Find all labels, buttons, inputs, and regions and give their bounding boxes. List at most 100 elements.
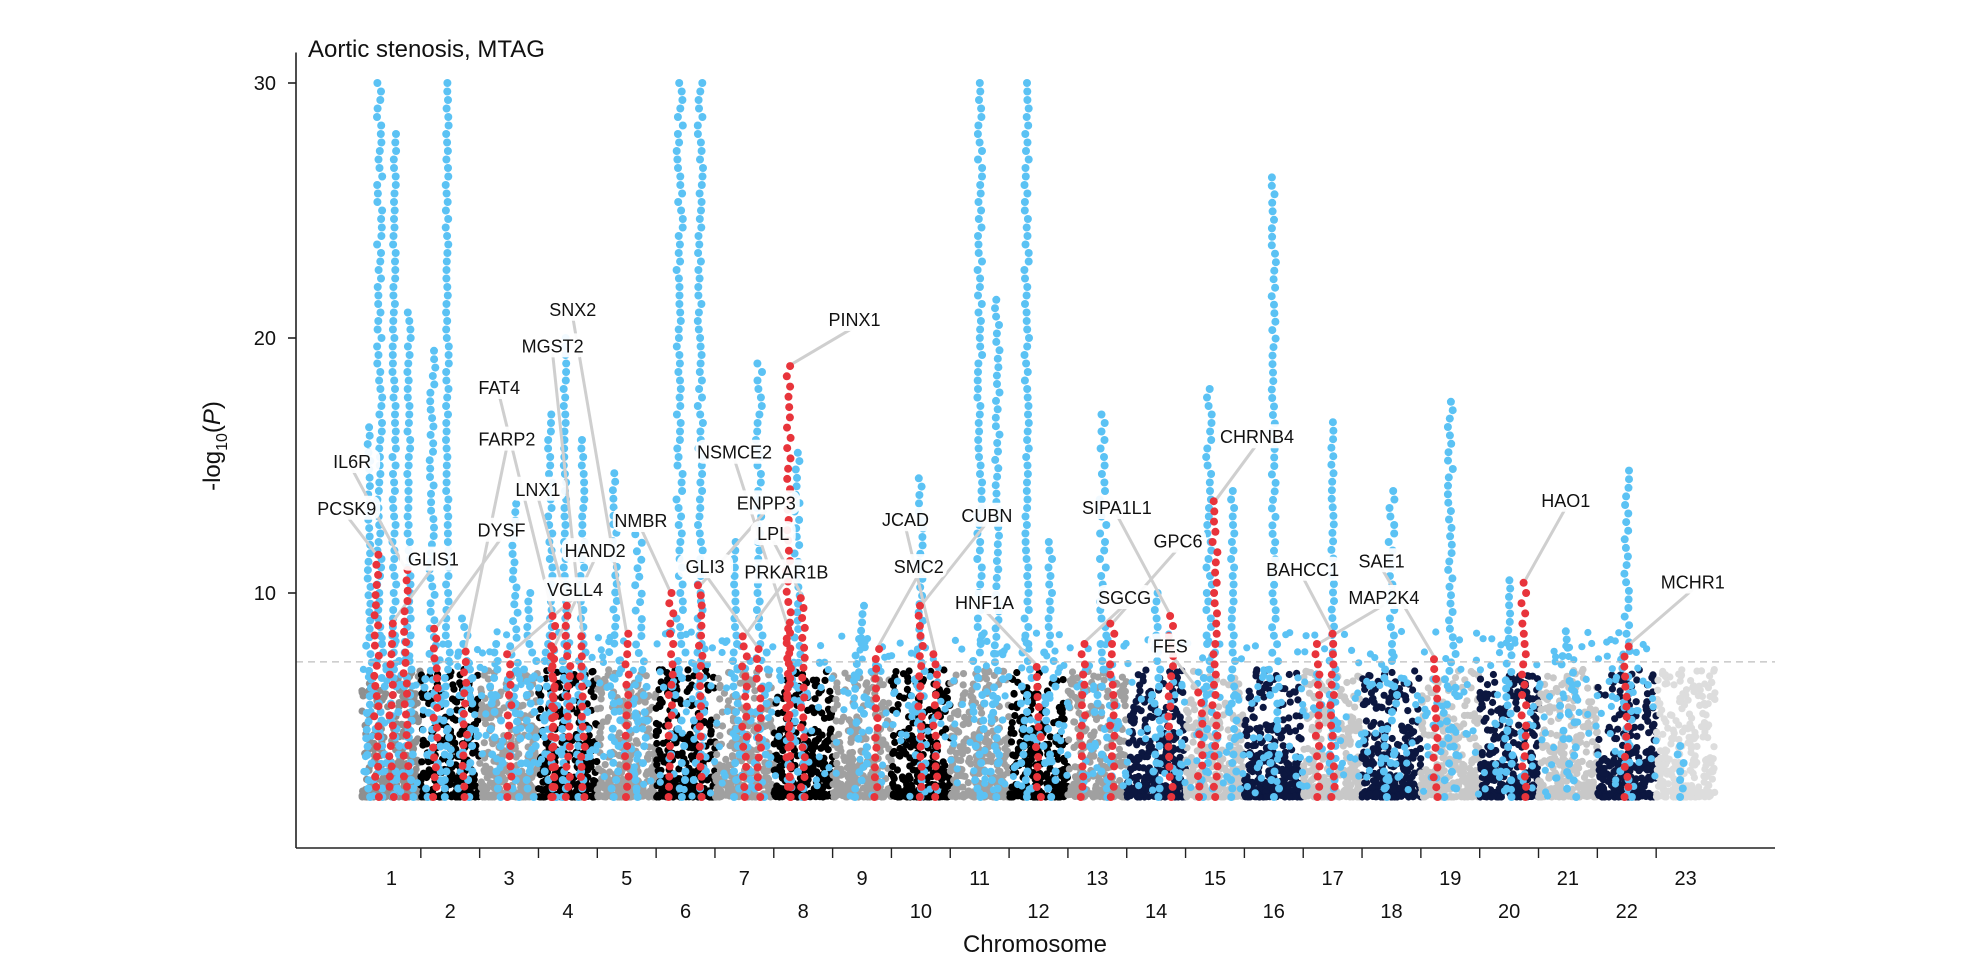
variant-point bbox=[1368, 695, 1376, 703]
variant-point bbox=[939, 758, 947, 766]
variant-point bbox=[645, 725, 653, 733]
variant-point bbox=[902, 775, 910, 784]
variant-point bbox=[1027, 756, 1035, 764]
variant-point bbox=[815, 689, 823, 697]
variant-point bbox=[1279, 742, 1287, 750]
variant-point bbox=[713, 750, 721, 759]
variant-point bbox=[1393, 740, 1402, 749]
variant-point bbox=[590, 777, 598, 785]
variant-point bbox=[1070, 780, 1078, 788]
variant-point bbox=[889, 749, 897, 758]
variant-point bbox=[1473, 719, 1481, 727]
variant-point bbox=[382, 690, 390, 698]
variant-point bbox=[1089, 732, 1097, 740]
variant-point bbox=[653, 761, 661, 769]
variant-point bbox=[830, 705, 838, 713]
variant-point bbox=[1404, 732, 1412, 740]
variant-point bbox=[1014, 791, 1022, 799]
variant-point bbox=[978, 709, 986, 717]
variant-point bbox=[587, 687, 595, 696]
variant-point bbox=[889, 790, 898, 798]
variant-point bbox=[684, 666, 692, 674]
variant-point bbox=[826, 687, 834, 696]
variant-point bbox=[896, 793, 904, 801]
variant-point bbox=[821, 676, 829, 685]
variant-point bbox=[1300, 762, 1308, 770]
variant-point bbox=[425, 766, 433, 774]
variant-point bbox=[1472, 742, 1480, 750]
variant-point bbox=[1300, 791, 1308, 800]
variant-point bbox=[1286, 728, 1294, 736]
variant-point bbox=[778, 793, 786, 801]
variant-point bbox=[954, 707, 962, 716]
variant-point bbox=[413, 699, 421, 707]
variant-point bbox=[905, 724, 913, 733]
variant-point bbox=[542, 674, 550, 683]
variant-point bbox=[879, 681, 887, 689]
variant-point bbox=[952, 749, 960, 757]
variant-point bbox=[1129, 709, 1138, 717]
variant-point bbox=[1009, 751, 1017, 759]
variant-point bbox=[394, 758, 402, 767]
variant-point bbox=[659, 792, 667, 800]
variant-point bbox=[1242, 716, 1250, 725]
variant-point bbox=[823, 781, 831, 789]
variant-point bbox=[1184, 708, 1192, 716]
variant-point bbox=[908, 732, 916, 740]
variant-point bbox=[478, 701, 486, 709]
variant-point bbox=[540, 761, 548, 770]
variant-point bbox=[1189, 738, 1197, 746]
variant-point bbox=[824, 746, 832, 754]
variant-point bbox=[481, 793, 489, 801]
variant-point bbox=[726, 742, 734, 750]
variant-point bbox=[902, 741, 910, 749]
variant-point bbox=[1141, 780, 1150, 788]
variant-point bbox=[835, 730, 843, 738]
variant-point bbox=[603, 717, 611, 725]
variant-point bbox=[500, 704, 508, 712]
variant-point bbox=[1416, 761, 1424, 769]
variant-point bbox=[473, 792, 481, 800]
variant-point bbox=[839, 770, 847, 778]
variant-point bbox=[1465, 790, 1473, 798]
variant-point bbox=[1296, 722, 1304, 730]
variant-point bbox=[452, 792, 461, 801]
variant-point bbox=[615, 729, 624, 737]
variant-point bbox=[811, 695, 819, 703]
variant-point bbox=[488, 793, 496, 801]
variant-point bbox=[595, 765, 603, 773]
variant-point bbox=[814, 735, 823, 743]
variant-point bbox=[965, 719, 973, 728]
variant-point bbox=[683, 687, 691, 696]
variant-point bbox=[1241, 793, 1250, 801]
variant-point bbox=[1135, 772, 1143, 781]
variant-point bbox=[1464, 780, 1472, 788]
variant-point bbox=[1470, 755, 1478, 763]
variant-point bbox=[1399, 726, 1407, 734]
variant-point bbox=[706, 722, 714, 730]
variant-point bbox=[807, 705, 815, 713]
variant-point bbox=[601, 761, 609, 769]
variant-point bbox=[1066, 790, 1074, 798]
variant-point bbox=[716, 695, 724, 703]
variant-point bbox=[952, 792, 960, 800]
variant-point bbox=[1136, 793, 1144, 801]
variant-point bbox=[848, 754, 856, 762]
variant-point bbox=[649, 771, 657, 779]
variant-point bbox=[1135, 763, 1143, 772]
variant-point bbox=[597, 734, 605, 742]
variant-point bbox=[1409, 686, 1417, 694]
variant-point bbox=[1372, 789, 1380, 797]
variant-point bbox=[956, 743, 964, 751]
variant-point bbox=[690, 672, 698, 680]
variant-point bbox=[471, 782, 479, 790]
variant-point bbox=[1459, 760, 1467, 769]
variant-point bbox=[1342, 779, 1350, 787]
variant-point bbox=[597, 695, 605, 703]
variant-point bbox=[957, 772, 965, 780]
variant-point bbox=[598, 689, 606, 697]
variant-point bbox=[592, 720, 600, 728]
variant-point bbox=[776, 784, 784, 792]
variant-point bbox=[1419, 725, 1427, 733]
variant-point bbox=[1219, 678, 1227, 686]
